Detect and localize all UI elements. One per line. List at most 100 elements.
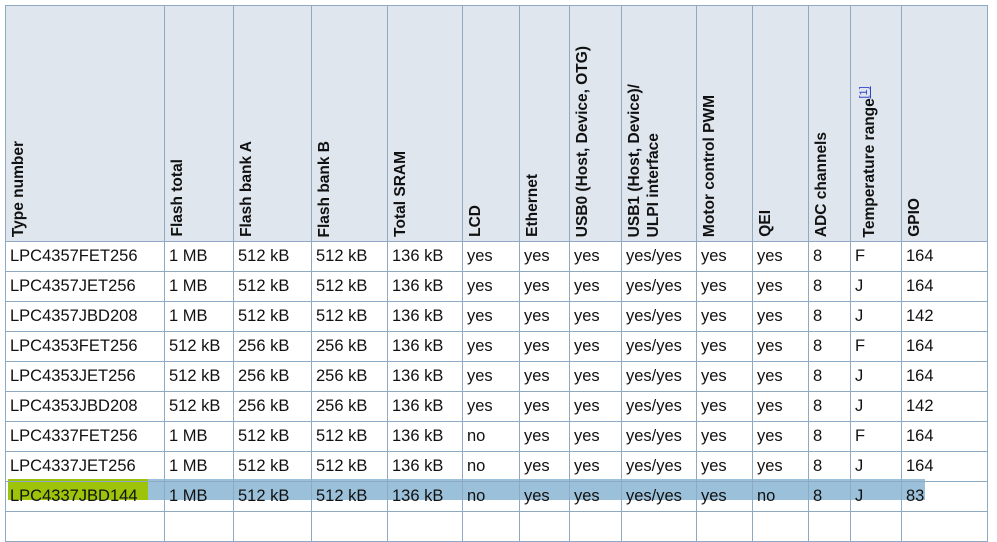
cell-usb0: yes: [569, 361, 622, 392]
cell-adc-channels: 8: [808, 451, 851, 482]
empty-cell: [164, 511, 234, 542]
table-row: LPC4337JBD144 1 MB 512 kB 512 kB 136 kB no yes…: [5, 481, 988, 512]
cell-lcd: yes: [462, 301, 520, 332]
cell-temperature-range: J: [850, 361, 902, 392]
cell-motor-control-pwm: yes: [696, 391, 753, 422]
empty-cell: [311, 511, 388, 542]
cell-ethernet: yes: [519, 481, 570, 512]
cell-flash-total: 1 MB: [164, 421, 234, 452]
cell-lcd: yes: [462, 391, 520, 422]
table-row: LPC4357JET256 1 MB 512 kB 512 kB 136 kB yes ye…: [5, 271, 988, 302]
cell-gpio: 164: [901, 331, 988, 362]
cell-temperature-range: J: [850, 481, 902, 512]
cell-usb0: yes: [569, 481, 622, 512]
header-type-number: Type number: [5, 5, 165, 242]
cell-usb0: yes: [569, 421, 622, 452]
header-label: GPIO: [906, 198, 923, 237]
cell-usb1-ulpi: yes/yes: [621, 331, 697, 362]
cell-motor-control-pwm: yes: [696, 361, 753, 392]
header-label: QEI: [757, 210, 774, 237]
cell-ethernet: yes: [519, 301, 570, 332]
empty-cell: [233, 511, 312, 542]
header-label: Flash bank A: [238, 141, 255, 237]
cell-temperature-range: J: [850, 391, 902, 422]
cell-temperature-range: J: [850, 271, 902, 302]
cell-usb0: yes: [569, 331, 622, 362]
cell-lcd: yes: [462, 361, 520, 392]
cell-type-number: LPC4337JET256: [5, 451, 165, 482]
cell-adc-channels: 8: [808, 421, 851, 452]
cell-gpio: 142: [901, 301, 988, 332]
cell-qei: yes: [752, 271, 809, 302]
cell-total-sram: 136 kB: [387, 361, 463, 392]
cell-motor-control-pwm: yes: [696, 451, 753, 482]
cell-gpio: 83: [901, 481, 988, 512]
cell-flash-bank-b: 256 kB: [311, 331, 388, 362]
cell-motor-control-pwm: yes: [696, 271, 753, 302]
cell-adc-channels: 8: [808, 301, 851, 332]
header-label: Flash bank B: [316, 140, 333, 237]
header-motor-control-pwm: Motor control PWM: [696, 5, 753, 242]
footnote-link[interactable]: [1]: [858, 85, 870, 98]
cell-total-sram: 136 kB: [387, 301, 463, 332]
cell-flash-bank-b: 512 kB: [311, 241, 388, 272]
cell-adc-channels: 8: [808, 331, 851, 362]
empty-cell: [850, 511, 902, 542]
cell-type-number: LPC4353FET256: [5, 331, 165, 362]
cell-usb1-ulpi: yes/yes: [621, 421, 697, 452]
header-flash-bank-a: Flash bank A: [233, 5, 312, 242]
cell-adc-channels: 8: [808, 271, 851, 302]
cell-ethernet: yes: [519, 451, 570, 482]
cell-total-sram: 136 kB: [387, 421, 463, 452]
cell-lcd: no: [462, 481, 520, 512]
header-label: Temperature range: [861, 97, 879, 237]
cell-motor-control-pwm: yes: [696, 481, 753, 512]
table-row: LPC4353JET256 512 kB 256 kB 256 kB 136 kB yes…: [5, 361, 988, 392]
cell-lcd: yes: [462, 241, 520, 272]
empty-cell: [5, 511, 165, 542]
cell-flash-bank-a: 256 kB: [233, 331, 312, 362]
cell-ethernet: yes: [519, 271, 570, 302]
cell-usb0: yes: [569, 241, 622, 272]
cell-flash-bank-a: 512 kB: [233, 271, 312, 302]
header-row: Type number Flash total Flash bank A Flash …: [5, 5, 988, 242]
cell-total-sram: 136 kB: [387, 391, 463, 422]
cell-flash-bank-b: 256 kB: [311, 391, 388, 422]
cell-type-number: LPC4357JET256: [5, 271, 165, 302]
cell-qei: yes: [752, 241, 809, 272]
cell-type-number: LPC4357JBD208: [5, 301, 165, 332]
cell-flash-bank-b: 512 kB: [311, 301, 388, 332]
cell-type-number: LPC4353JET256: [5, 361, 165, 392]
cell-flash-total: 512 kB: [164, 331, 234, 362]
header-label: ADC channels: [813, 131, 830, 237]
table-row: LPC4337JET256 1 MB 512 kB 512 kB 136 kB no yes…: [5, 451, 988, 482]
cell-type-number: LPC4357FET256: [5, 241, 165, 272]
cell-usb1-ulpi: yes/yes: [621, 271, 697, 302]
cell-temperature-range: F: [850, 331, 902, 362]
cell-type-number: LPC4337FET256: [5, 421, 165, 452]
empty-cell: [696, 511, 753, 542]
cell-total-sram: 136 kB: [387, 241, 463, 272]
cell-motor-control-pwm: yes: [696, 301, 753, 332]
cell-flash-bank-a: 512 kB: [233, 241, 312, 272]
empty-cell: [621, 511, 697, 542]
header-label: LCD: [467, 205, 484, 237]
cell-gpio: 142: [901, 391, 988, 422]
cell-temperature-range: J: [850, 451, 902, 482]
cell-flash-bank-a: 512 kB: [233, 421, 312, 452]
cell-flash-bank-b: 512 kB: [311, 271, 388, 302]
header-adc-channels: ADC channels: [808, 5, 851, 242]
cell-lcd: no: [462, 421, 520, 452]
table-row: LPC4353JBD208 512 kB 256 kB 256 kB 136 kB yes…: [5, 391, 988, 422]
header-temperature-range: Temperature range[1]: [850, 5, 902, 242]
header-ethernet: Ethernet: [519, 5, 570, 242]
cell-qei: yes: [752, 301, 809, 332]
empty-cell: [901, 511, 988, 542]
cell-flash-total: 1 MB: [164, 451, 234, 482]
table-row: LPC4357FET256 1 MB 512 kB 512 kB 136 kB yes ye…: [5, 241, 988, 272]
cell-flash-bank-b: 512 kB: [311, 421, 388, 452]
header-flash-bank-b: Flash bank B: [311, 5, 388, 242]
empty-cell: [808, 511, 851, 542]
header-qei: QEI: [752, 5, 809, 242]
empty-cell: [519, 511, 570, 542]
